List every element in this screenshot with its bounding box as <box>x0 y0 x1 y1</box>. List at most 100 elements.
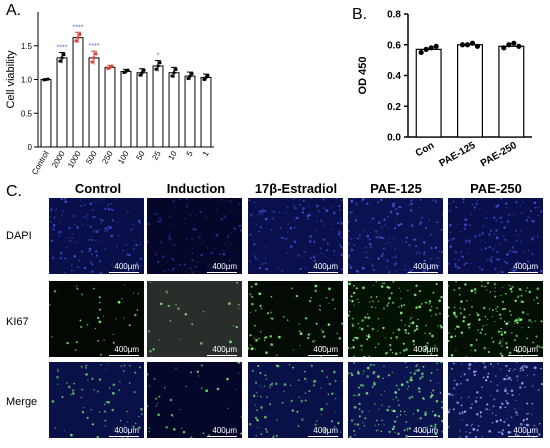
cell-spot <box>83 266 87 270</box>
cell-spot <box>255 223 257 225</box>
data-point <box>78 32 82 37</box>
cell-spot <box>264 335 268 339</box>
bar <box>415 48 442 138</box>
cell-spot <box>148 427 151 429</box>
scale-bar <box>109 272 139 273</box>
bar <box>104 66 116 148</box>
cell-spot <box>305 267 307 269</box>
cell-spot <box>81 224 83 226</box>
cell-spot <box>49 271 51 274</box>
scale-bar <box>508 355 538 356</box>
cell-spot <box>229 340 232 344</box>
cell-spot <box>368 410 370 412</box>
cell-spot <box>289 384 292 387</box>
cell-spot <box>451 394 454 396</box>
cell-spot <box>522 251 524 254</box>
cell-spot <box>286 206 289 209</box>
cell-spot <box>58 234 61 237</box>
data-point <box>46 77 50 81</box>
cell-spot <box>262 208 264 211</box>
cell-spot <box>503 260 506 263</box>
cell-spot <box>488 233 491 236</box>
cell-spot <box>495 414 497 417</box>
cell-spot <box>535 296 539 299</box>
cell-spot <box>501 300 505 303</box>
y-axis-label: Cell viability <box>5 50 17 109</box>
cell-spot <box>103 410 107 413</box>
cell-spot <box>90 238 94 242</box>
cell-spot <box>269 386 271 389</box>
scale-bar-label: 400μm <box>313 262 338 271</box>
cell-spot <box>230 200 233 203</box>
cell-spot <box>349 435 352 438</box>
cell-spot <box>270 317 273 320</box>
data-point <box>170 74 174 78</box>
cell-spot <box>459 312 463 315</box>
cell-spot <box>462 315 465 318</box>
cell-spot <box>304 399 307 402</box>
cell-spot <box>515 399 517 401</box>
cell-spot <box>428 302 431 305</box>
scale-bar-label: 400μm <box>212 426 237 435</box>
cell-spot <box>415 306 418 309</box>
cell-spot <box>298 199 301 201</box>
cell-spot <box>308 205 310 207</box>
cell-spot <box>102 315 104 317</box>
cell-spot <box>388 237 391 240</box>
col-header-pae250: PAE-250 <box>470 181 522 196</box>
cell-spot <box>392 332 394 334</box>
cell-spot <box>103 247 106 250</box>
cell-spot <box>504 389 507 392</box>
cell-spot <box>309 300 312 303</box>
cell-spot <box>104 368 107 370</box>
cell-spot <box>383 282 386 284</box>
cell-spot <box>110 263 113 265</box>
cell-spot <box>98 301 101 304</box>
bar <box>56 57 68 148</box>
cell-spot <box>337 233 341 236</box>
cell-spot <box>366 338 369 341</box>
cell-spot <box>132 425 135 429</box>
cell-spot <box>76 265 80 269</box>
cell-spot <box>461 411 464 413</box>
cell-spot <box>52 225 55 227</box>
cell-spot <box>437 324 439 327</box>
cell-spot <box>116 245 118 248</box>
cell-spot <box>251 302 254 306</box>
cell-spot <box>518 317 520 319</box>
cell-spot <box>419 219 421 221</box>
cell-spot <box>366 202 369 205</box>
cell-spot <box>495 219 498 222</box>
cell-spot <box>390 337 393 340</box>
cell-spot <box>257 427 259 429</box>
cell-spot <box>361 384 365 387</box>
cell-spot <box>510 389 514 393</box>
data-point <box>92 56 96 60</box>
cell-spot <box>115 198 117 200</box>
cell-spot <box>499 317 502 320</box>
cell-spot <box>348 220 350 224</box>
cell-spot <box>233 227 237 230</box>
cell-spot <box>328 382 332 386</box>
cell-spot <box>474 292 476 294</box>
cell-spot <box>460 404 463 407</box>
cell-spot <box>257 395 259 397</box>
cell-spot <box>66 220 68 222</box>
cell-spot <box>368 238 371 241</box>
scale-bar <box>109 355 139 356</box>
cell-spot <box>330 420 334 423</box>
cell-spot <box>376 201 380 204</box>
cell-spot <box>418 207 421 209</box>
cell-spot <box>455 350 457 352</box>
cell-spot <box>467 323 471 326</box>
cell-spot <box>491 309 495 312</box>
cell-spot <box>415 284 418 287</box>
cell-spot <box>468 363 471 365</box>
cell-spot <box>52 223 55 226</box>
cell-spot <box>473 373 476 377</box>
cell-spot <box>528 319 532 322</box>
cell-spot <box>122 370 125 372</box>
cell-spot <box>425 344 427 346</box>
data-point <box>428 45 434 51</box>
cell-spot <box>379 198 383 202</box>
